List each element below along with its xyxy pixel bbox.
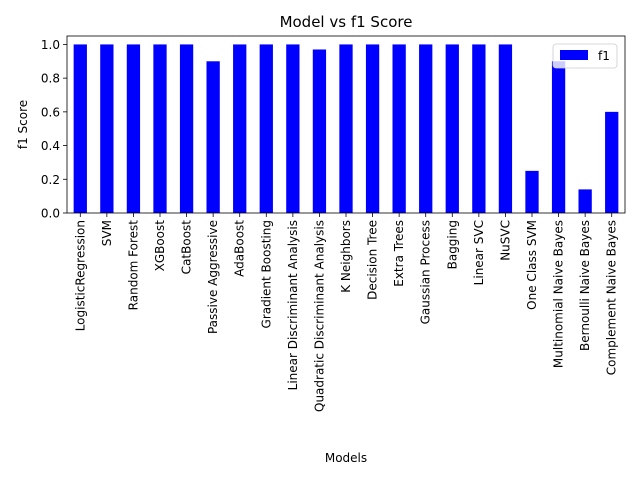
x-tick-label: Complement Naive Bayes: [605, 220, 619, 375]
plot-frame: [66, 35, 626, 214]
bar-15: [472, 44, 486, 213]
bar-16: [498, 44, 513, 213]
bar-17: [525, 170, 539, 213]
bar-0: [73, 44, 87, 213]
legend: f1: [552, 43, 618, 69]
x-tick-label: Bernoulli Naive Bayes: [578, 220, 592, 351]
bar-7: [259, 44, 273, 213]
y-axis-ticks: 0.0 0.2 0.4 0.6 0.8 1.0: [41, 38, 67, 221]
y-tick-label: 0.6: [41, 105, 60, 119]
bar-13: [419, 44, 433, 213]
y-tick-label: 0.8: [41, 72, 60, 86]
y-tick-label: 0.2: [41, 173, 60, 187]
legend-label: f1: [598, 49, 610, 63]
x-tick-label: Passive Aggressive: [206, 220, 220, 334]
x-tick-label: K Neighbors: [339, 220, 353, 293]
y-tick-label: 0.0: [41, 207, 60, 221]
x-tick-label: Bagging: [445, 220, 459, 269]
bar-5: [206, 61, 220, 214]
x-tick-label: Linear SVC: [472, 220, 486, 285]
bar-11: [365, 44, 380, 213]
x-tick-label: Decision Tree: [366, 220, 380, 300]
bar-9: [312, 49, 327, 213]
legend-swatch: [560, 50, 588, 60]
bar-10: [339, 44, 353, 213]
bar-4: [179, 44, 194, 213]
bar-19: [578, 189, 592, 213]
x-tick-label: SVM: [100, 220, 114, 246]
bars-group: [73, 44, 619, 214]
bar-14: [445, 44, 459, 213]
x-tick-label: Random Forest: [126, 220, 140, 311]
bar-2: [126, 44, 141, 213]
bar-1: [100, 44, 114, 213]
x-axis-ticks: LogisticRegression SVM Random Forest XGBoos…: [73, 213, 619, 412]
bar-12: [392, 44, 406, 213]
x-axis-label: Models: [325, 451, 367, 465]
x-tick-label: NuSVC: [498, 220, 512, 261]
x-tick-label: Linear Discriminant Analysis: [286, 220, 300, 390]
x-tick-label: XGBoost: [153, 220, 167, 272]
x-tick-label: One Class SVM: [525, 220, 539, 310]
bar-3: [153, 44, 167, 213]
chart-title: Model vs f1 Score: [280, 13, 413, 31]
x-tick-label: Extra Trees: [392, 220, 406, 287]
x-tick-label: Multinomial Naive Bayes: [552, 220, 566, 368]
x-tick-label: LogisticRegression: [73, 220, 87, 331]
x-tick-label: CatBoost: [180, 220, 194, 275]
y-tick-label: 0.4: [41, 139, 60, 153]
x-tick-label: Gaussian Process: [419, 220, 433, 324]
y-tick-label: 1.0: [41, 38, 60, 52]
y-axis-label: f1 Score: [16, 100, 30, 149]
x-tick-label: Quadratic Discriminant Analysis: [312, 220, 326, 412]
bar-18: [551, 61, 566, 214]
bar-20: [605, 111, 619, 213]
bar-8: [286, 44, 300, 213]
x-tick-label: AdaBoost: [233, 220, 247, 277]
x-tick-label: Gradient Boosting: [259, 220, 273, 328]
bar-6: [233, 44, 247, 213]
